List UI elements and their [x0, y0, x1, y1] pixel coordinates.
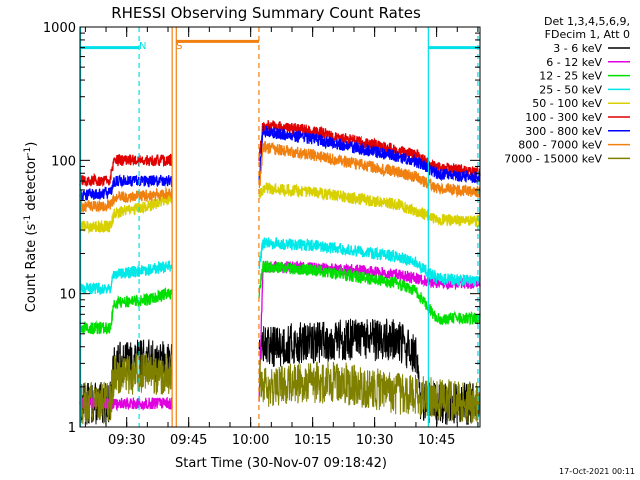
legend: Det 1,3,4,5,6,9, FDecim 1, Att 0 3 - 6 k…	[504, 15, 630, 165]
legend-label: 12 - 25 keV	[539, 70, 602, 83]
legend-label: 50 - 100 keV	[532, 97, 602, 110]
annotation-label: S	[176, 41, 182, 52]
y-axis-ticks: 1 10 100 1000	[43, 21, 480, 436]
x-tick-label: 09:45	[170, 433, 207, 448]
legend-label: 300 - 800 keV	[525, 125, 602, 138]
series-line	[79, 237, 481, 295]
series-line	[79, 260, 481, 335]
y-tick-label: 10	[59, 288, 76, 303]
series-line	[79, 181, 481, 235]
footer-timestamp: 17-Oct-2021 00:11	[559, 467, 635, 476]
legend-label: 800 - 7000 keV	[518, 139, 602, 152]
legend-header-line-1: Det 1,3,4,5,6,9,	[544, 15, 630, 28]
legend-header-line-2: FDecim 1, Att 0	[545, 28, 630, 41]
x-tick-label: 10:45	[418, 433, 455, 448]
plot-frame	[79, 26, 481, 428]
series-line	[79, 125, 481, 201]
legend-label: 7000 - 15000 keV	[504, 152, 602, 165]
x-tick-label: 09:30	[108, 433, 145, 448]
series-line	[79, 318, 481, 425]
series-line	[79, 141, 481, 214]
y-tick-label: 100	[51, 154, 76, 169]
x-tick-label: 10:30	[356, 433, 393, 448]
legend-label: 100 - 300 keV	[525, 111, 602, 124]
y-tick-label: 1	[68, 421, 76, 436]
chart-title: RHESSI Observing Summary Count Rates	[111, 4, 421, 22]
y-axis-label: Count Rate (s-1 detector-1)	[23, 142, 39, 313]
series-line	[79, 352, 481, 425]
legend-label: 3 - 6 keV	[553, 42, 602, 55]
x-axis-ticks: 09:30 09:45 10:00 10:15 10:30 10:45	[84, 27, 479, 448]
annotation-label: N	[139, 41, 146, 52]
x-tick-label: 10:15	[294, 433, 331, 448]
legend-label: 6 - 12 keV	[546, 56, 602, 69]
x-tick-label: 10:00	[232, 433, 269, 448]
legend-label: 25 - 50 keV	[539, 83, 602, 96]
x-axis-label: Start Time (30-Nov-07 09:18:42)	[175, 456, 387, 471]
y-tick-label: 1000	[43, 21, 76, 36]
